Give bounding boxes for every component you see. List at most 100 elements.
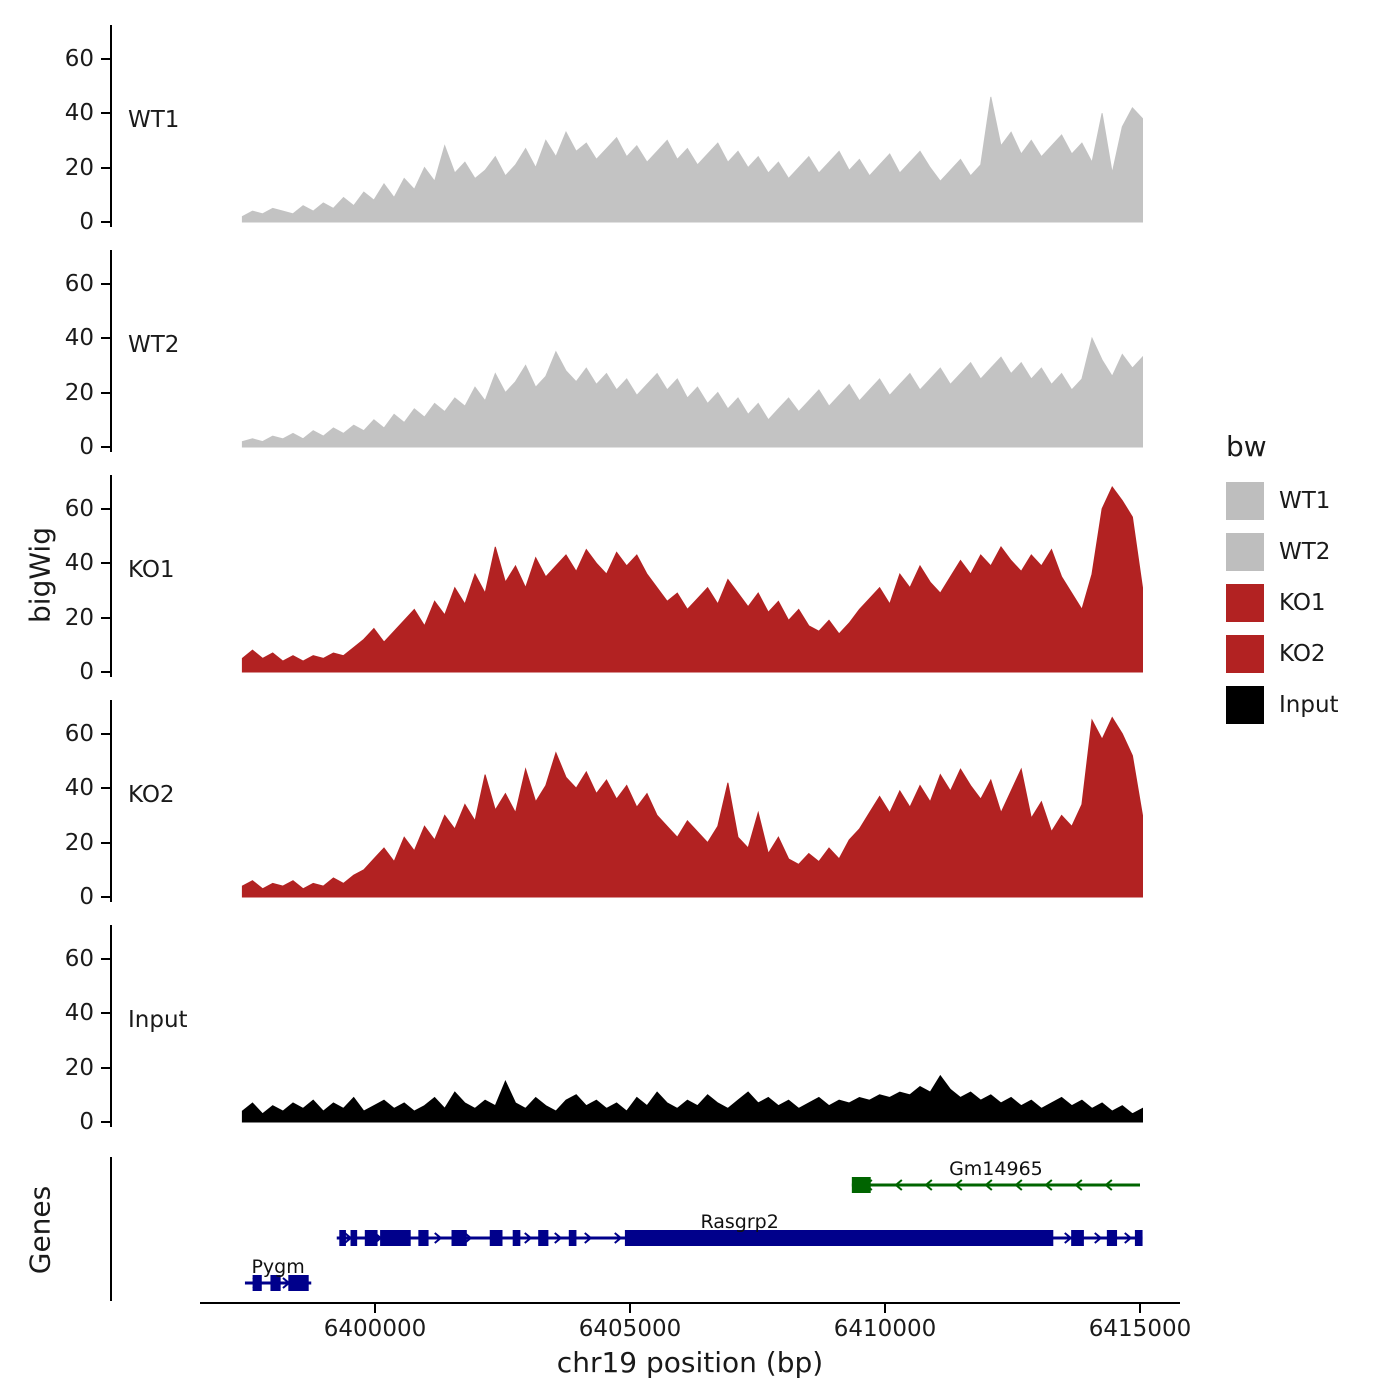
- y-tick-mark: [101, 896, 110, 898]
- track-label: KO1: [128, 557, 175, 583]
- y-tick-mark: [101, 732, 110, 735]
- y-tick-mark: [101, 1066, 110, 1069]
- gene-gm14965: Gm14965: [851, 1158, 1140, 1193]
- y-tick-label: 60: [64, 270, 94, 297]
- y-tick-mark: [101, 166, 110, 169]
- coverage-area-input: [241, 1074, 1143, 1123]
- y-tick-label: 40: [64, 550, 94, 577]
- legend-swatch: [1226, 584, 1264, 622]
- legend-label: Input: [1279, 692, 1339, 718]
- area-wt1: [241, 96, 1143, 223]
- area-wt2: [241, 336, 1143, 448]
- legend-label: KO1: [1279, 590, 1326, 616]
- track-label: WT2: [128, 332, 180, 358]
- coverage-area-wt1: [241, 96, 1143, 223]
- genes-panel: Gm14965 Rasgrp2 Pygm: [0, 1155, 1200, 1305]
- track-label: Input: [128, 1007, 188, 1033]
- coverage-area-ko2: [241, 716, 1143, 898]
- y-tick-label: 0: [79, 884, 94, 910]
- y-tick-label: 20: [64, 1054, 94, 1081]
- y-tick-label: 0: [79, 1109, 94, 1135]
- y-tick-label: 60: [64, 945, 94, 972]
- genes-axis-line: [110, 1157, 112, 1301]
- legend-entry-wt1: WT1: [1226, 481, 1339, 521]
- y-tick-mark: [101, 1012, 110, 1015]
- coverage-area-ko1: [241, 486, 1143, 673]
- y-axis-line: [110, 475, 112, 677]
- legend-entries: WT1 WT2 KO1 KO2 Input: [1226, 481, 1339, 725]
- area-ko2: [241, 716, 1143, 898]
- y-tick-label: 0: [79, 434, 94, 460]
- legend-label: WT2: [1279, 539, 1331, 565]
- x-tick-label: 6410000: [833, 1316, 937, 1342]
- y-tick-label: 40: [64, 325, 94, 352]
- y-tick-mark: [101, 57, 110, 60]
- y-tick-label: 60: [64, 495, 94, 522]
- x-tick-label: 6400000: [323, 1316, 427, 1342]
- x-axis-title: chr19 position (bp): [556, 1346, 824, 1379]
- legend-title: bw: [1226, 430, 1267, 463]
- coverage-area-wt2: [241, 336, 1143, 448]
- y-tick-label: 20: [64, 154, 94, 181]
- y-tick-label: 0: [79, 209, 94, 235]
- y-tick-label: 60: [64, 45, 94, 72]
- y-axis-line: [110, 925, 112, 1127]
- track-label: KO2: [128, 782, 175, 808]
- y-tick-mark: [101, 391, 110, 394]
- y-tick-mark: [101, 957, 110, 960]
- y-tick-label: 20: [64, 829, 94, 856]
- y-tick-label: 40: [64, 1000, 94, 1027]
- x-tick-label: 6405000: [578, 1316, 682, 1342]
- legend-entry-input: Input: [1226, 685, 1339, 725]
- y-tick-mark: [101, 787, 110, 790]
- x-tick-mark: [884, 1304, 886, 1313]
- legend-entry-ko2: KO2: [1226, 634, 1339, 674]
- track-panel-ko1: KO1 0 20 40 60: [0, 475, 1200, 684]
- legend-swatch: [1226, 533, 1264, 571]
- track-panel-wt1: WT1 0 20 40 60: [0, 25, 1200, 234]
- y-axis-line: [110, 25, 112, 227]
- y-tick-mark: [101, 671, 110, 673]
- y-tick-label: 40: [64, 775, 94, 802]
- y-axis-line: [110, 700, 112, 902]
- y-tick-mark: [101, 841, 110, 844]
- y-tick-mark: [101, 562, 110, 565]
- legend: bw WT1 WT2 KO1 KO2 Input: [1226, 430, 1339, 736]
- y-tick-label: 20: [64, 379, 94, 406]
- x-tick-mark: [629, 1304, 631, 1313]
- legend-swatch: [1226, 482, 1264, 520]
- gene-pygm: Pygm: [244, 1256, 312, 1291]
- x-tick-mark: [1139, 1304, 1141, 1313]
- y-tick-mark: [101, 112, 110, 115]
- area-ko1: [241, 486, 1143, 673]
- gene-label: Gm14965: [949, 1158, 1043, 1180]
- x-tick-label: 6415000: [1088, 1316, 1192, 1342]
- y-tick-mark: [101, 337, 110, 340]
- y-tick-mark: [101, 446, 110, 448]
- y-axis-line: [110, 250, 112, 452]
- gene-label: Rasgrp2: [700, 1211, 778, 1233]
- x-tick-mark: [374, 1304, 376, 1313]
- legend-swatch: [1226, 635, 1264, 673]
- track-panel-wt2: WT2 0 20 40 60: [0, 250, 1200, 459]
- y-tick-label: 40: [64, 100, 94, 127]
- y-tick-mark: [101, 221, 110, 223]
- legend-entry-ko1: KO1: [1226, 583, 1339, 623]
- legend-label: KO2: [1279, 641, 1326, 667]
- track-label: WT1: [128, 107, 180, 133]
- legend-entry-wt2: WT2: [1226, 532, 1339, 572]
- gene-label: Pygm: [251, 1256, 304, 1278]
- area-input: [241, 1074, 1143, 1123]
- legend-swatch: [1226, 686, 1264, 724]
- y-tick-label: 60: [64, 720, 94, 747]
- y-tick-mark: [101, 282, 110, 285]
- x-axis-line: [200, 1302, 1180, 1304]
- y-tick-mark: [101, 616, 110, 619]
- track-panel-ko2: KO2 0 20 40 60: [0, 700, 1200, 909]
- track-panel-input: Input 0 20 40 60: [0, 925, 1200, 1134]
- y-tick-mark: [101, 1121, 110, 1123]
- y-tick-label: 20: [64, 604, 94, 631]
- gene-rasgrp2: Rasgrp2: [336, 1211, 1143, 1246]
- y-tick-mark: [101, 507, 110, 510]
